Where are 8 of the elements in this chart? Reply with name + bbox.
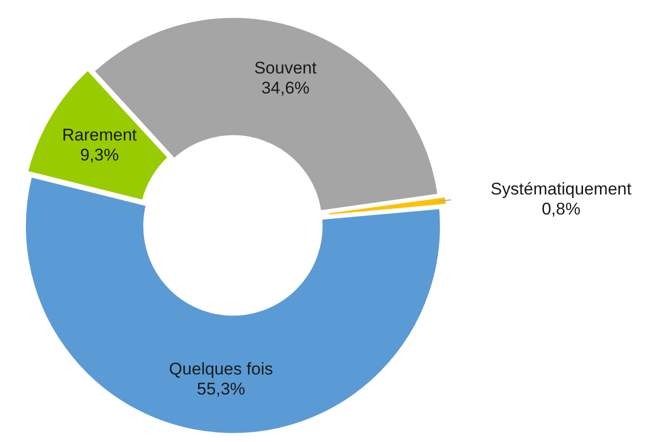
data-label: 0,8% [542,200,580,219]
slice-label: Rarement [62,125,138,144]
data-label: 55,3% [196,380,246,399]
slice-label: Systématiquement [490,180,632,199]
slice-label: Souvent [254,58,317,78]
data-label: 34,6% [261,78,310,98]
data-label: 9,3% [80,145,119,164]
slice-label: Quelques fois [169,360,274,379]
